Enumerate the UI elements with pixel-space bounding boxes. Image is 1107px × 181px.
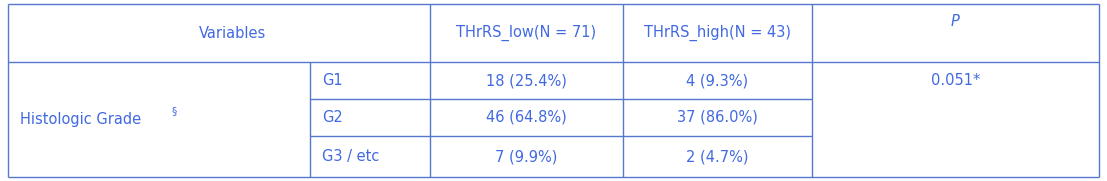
Text: 2 (4.7%): 2 (4.7%): [686, 149, 748, 164]
Text: G2: G2: [322, 110, 343, 125]
Text: 18 (25.4%): 18 (25.4%): [486, 73, 567, 88]
Text: G1: G1: [322, 73, 343, 88]
Text: §: §: [172, 106, 177, 117]
Text: P: P: [951, 14, 960, 30]
Text: 7 (9.9%): 7 (9.9%): [495, 149, 558, 164]
Text: THrRS_high(N = 43): THrRS_high(N = 43): [644, 25, 792, 41]
Text: 4 (9.3%): 4 (9.3%): [686, 73, 748, 88]
Text: Histologic Grade: Histologic Grade: [20, 112, 141, 127]
Text: G3 / etc: G3 / etc: [322, 149, 380, 164]
Text: 37 (86.0%): 37 (86.0%): [677, 110, 758, 125]
Text: THrRS_low(N = 71): THrRS_low(N = 71): [456, 25, 597, 41]
Text: 0.051*: 0.051*: [931, 73, 980, 88]
Text: Variables: Variables: [199, 26, 267, 41]
Text: 46 (64.8%): 46 (64.8%): [486, 110, 567, 125]
